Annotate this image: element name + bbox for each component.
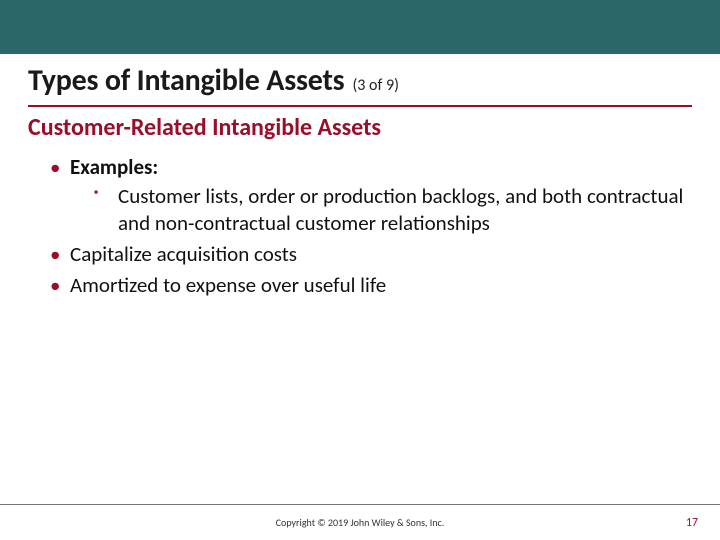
slide-footer: Copyright © 2019 John Wiley & Sons, Inc.… [0,504,720,540]
list-item: Examples: Customer lists, order or produ… [50,154,692,237]
list-item: Amortized to expense over useful life [50,272,692,299]
slide-content: Types of Intangible Assets (3 of 9) Cust… [0,54,720,540]
top-accent-bar [0,0,720,54]
slide: Types of Intangible Assets (3 of 9) Cust… [0,0,720,540]
list-item: Capitalize acquisition costs [50,241,692,268]
slide-subtitle: Customer-Related Intangible Assets [28,113,692,142]
slide-title: Types of Intangible Assets [28,62,344,99]
bullet-list: Examples: Customer lists, order or produ… [28,154,692,298]
title-row: Types of Intangible Assets (3 of 9) [28,62,692,107]
list-item-lead: Examples: [70,154,158,180]
sub-bullet-list: Customer lists, order or production back… [70,183,692,237]
page-number: 17 [686,516,698,530]
slide-title-counter: (3 of 9) [352,76,398,95]
sub-list-item: Customer lists, order or production back… [94,183,692,237]
copyright-text: Copyright © 2019 John Wiley & Sons, Inc. [276,516,445,529]
